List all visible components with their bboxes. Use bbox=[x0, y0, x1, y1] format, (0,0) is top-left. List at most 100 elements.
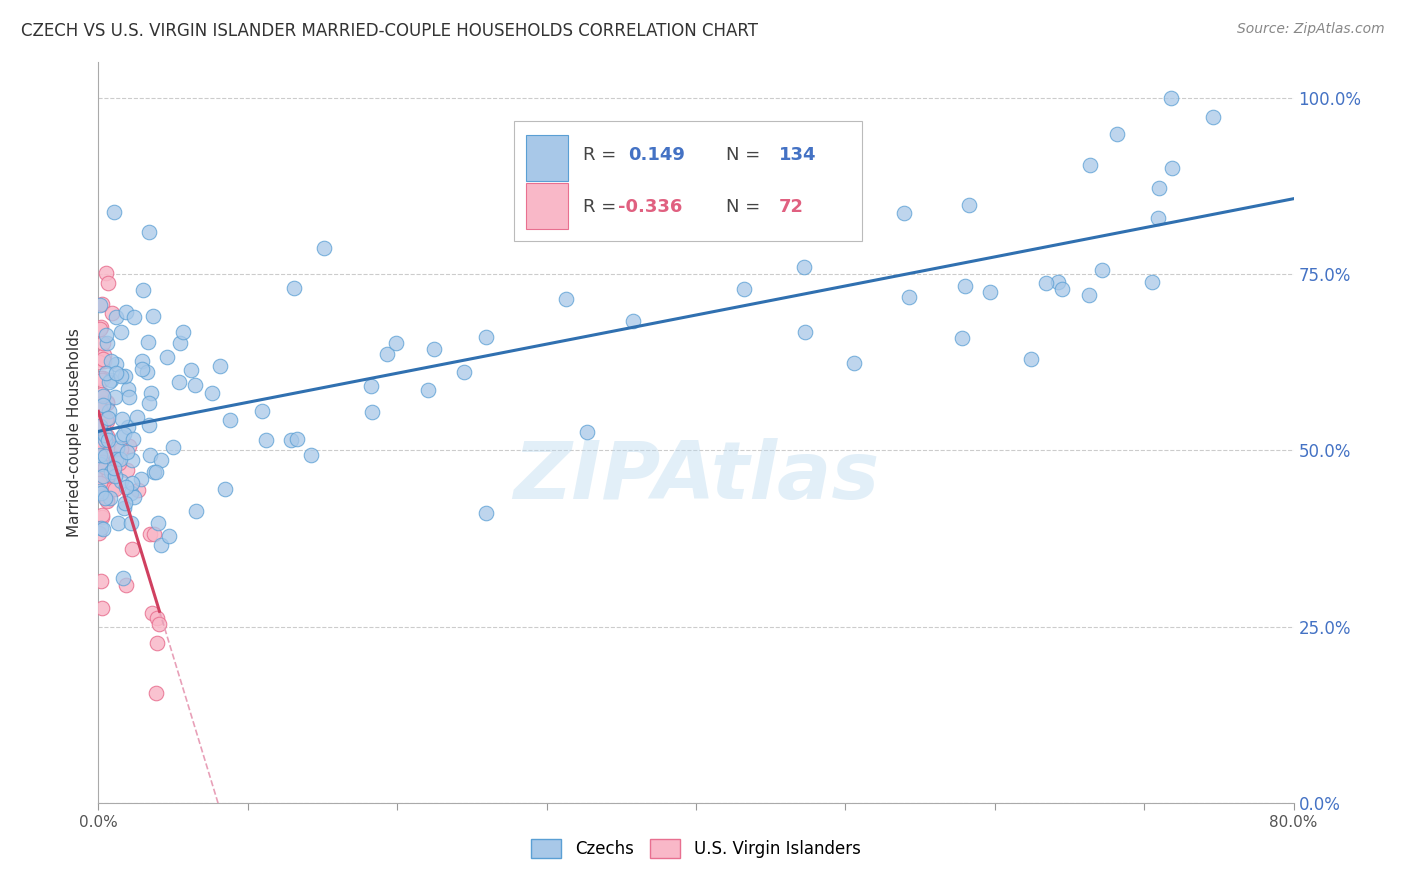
Point bbox=[385, 336, 408, 351]
Point bbox=[162, 440, 184, 454]
Point bbox=[96, 414, 118, 428]
Point bbox=[90, 319, 112, 334]
Point bbox=[90, 429, 112, 443]
Point bbox=[93, 348, 115, 362]
Point bbox=[87, 355, 110, 369]
Point bbox=[1160, 91, 1182, 105]
Point bbox=[87, 409, 110, 424]
Point bbox=[110, 451, 132, 466]
Point bbox=[129, 472, 152, 486]
Point bbox=[733, 282, 755, 296]
Point bbox=[141, 606, 163, 620]
Point bbox=[90, 411, 112, 425]
Point bbox=[94, 410, 117, 425]
FancyBboxPatch shape bbox=[526, 136, 568, 181]
Point bbox=[90, 521, 112, 535]
Text: 134: 134 bbox=[779, 146, 815, 164]
Point bbox=[96, 336, 118, 351]
Point bbox=[100, 373, 122, 387]
Point bbox=[89, 418, 111, 433]
Point bbox=[375, 347, 398, 361]
Point bbox=[184, 377, 207, 392]
Point bbox=[93, 468, 115, 483]
Point bbox=[117, 383, 139, 397]
Text: R =: R = bbox=[583, 198, 623, 217]
Point bbox=[110, 430, 132, 444]
Point bbox=[1035, 277, 1057, 291]
Point bbox=[115, 463, 138, 477]
Point bbox=[138, 527, 160, 541]
Point bbox=[312, 241, 335, 255]
Point bbox=[145, 685, 167, 699]
Point bbox=[149, 538, 172, 552]
Point bbox=[138, 396, 160, 410]
Point bbox=[97, 276, 120, 290]
Point bbox=[149, 453, 172, 467]
FancyBboxPatch shape bbox=[513, 120, 862, 241]
Point bbox=[107, 516, 129, 530]
Point bbox=[89, 450, 111, 464]
Point bbox=[146, 611, 169, 625]
Point bbox=[91, 601, 114, 615]
Point bbox=[89, 322, 111, 336]
Text: ZIPAtlas: ZIPAtlas bbox=[513, 438, 879, 516]
Point bbox=[98, 467, 121, 482]
Point bbox=[793, 260, 815, 274]
Point bbox=[89, 475, 111, 490]
Point bbox=[105, 357, 128, 371]
Point bbox=[90, 370, 112, 384]
Point bbox=[115, 445, 138, 459]
Point bbox=[96, 412, 118, 426]
Point bbox=[110, 442, 132, 457]
Point bbox=[143, 465, 166, 479]
Point bbox=[93, 427, 115, 442]
Point bbox=[1047, 275, 1070, 289]
Point bbox=[93, 352, 115, 367]
Point bbox=[108, 457, 131, 471]
Point bbox=[1147, 211, 1170, 225]
Text: CZECH VS U.S. VIRGIN ISLANDER MARRIED-COUPLE HOUSEHOLDS CORRELATION CHART: CZECH VS U.S. VIRGIN ISLANDER MARRIED-CO… bbox=[21, 22, 758, 40]
Text: R =: R = bbox=[583, 146, 623, 164]
Point bbox=[124, 310, 146, 324]
Point bbox=[94, 491, 117, 506]
Point bbox=[139, 448, 162, 462]
Point bbox=[87, 526, 110, 541]
Point bbox=[89, 397, 111, 411]
Point bbox=[90, 386, 112, 401]
Point bbox=[96, 493, 118, 508]
Point bbox=[112, 501, 135, 516]
Point bbox=[475, 330, 498, 344]
Point bbox=[127, 483, 149, 497]
Point bbox=[94, 460, 117, 475]
Point bbox=[201, 385, 224, 400]
Point bbox=[1161, 161, 1184, 176]
Point bbox=[115, 577, 138, 591]
Point bbox=[91, 373, 114, 387]
Point bbox=[91, 297, 114, 311]
Point bbox=[148, 617, 170, 632]
Legend: Czechs, U.S. Virgin Islanders: Czechs, U.S. Virgin Islanders bbox=[524, 832, 868, 865]
Point bbox=[167, 376, 190, 390]
Point bbox=[120, 516, 142, 530]
Point bbox=[110, 474, 132, 488]
Point bbox=[118, 439, 141, 453]
Point bbox=[114, 369, 136, 384]
Point bbox=[142, 526, 165, 541]
Point bbox=[94, 458, 117, 473]
Point bbox=[127, 410, 149, 425]
Point bbox=[283, 281, 305, 295]
Point bbox=[361, 405, 384, 419]
Point bbox=[793, 325, 815, 339]
Point bbox=[156, 350, 179, 364]
Point bbox=[98, 375, 121, 389]
Point bbox=[97, 410, 120, 425]
Point bbox=[252, 404, 274, 418]
Point bbox=[93, 354, 115, 368]
Point bbox=[146, 516, 169, 530]
Point bbox=[94, 433, 117, 447]
Point bbox=[287, 432, 309, 446]
Point bbox=[105, 310, 128, 325]
Point bbox=[475, 506, 498, 520]
Point bbox=[423, 342, 446, 356]
Point bbox=[91, 467, 114, 482]
